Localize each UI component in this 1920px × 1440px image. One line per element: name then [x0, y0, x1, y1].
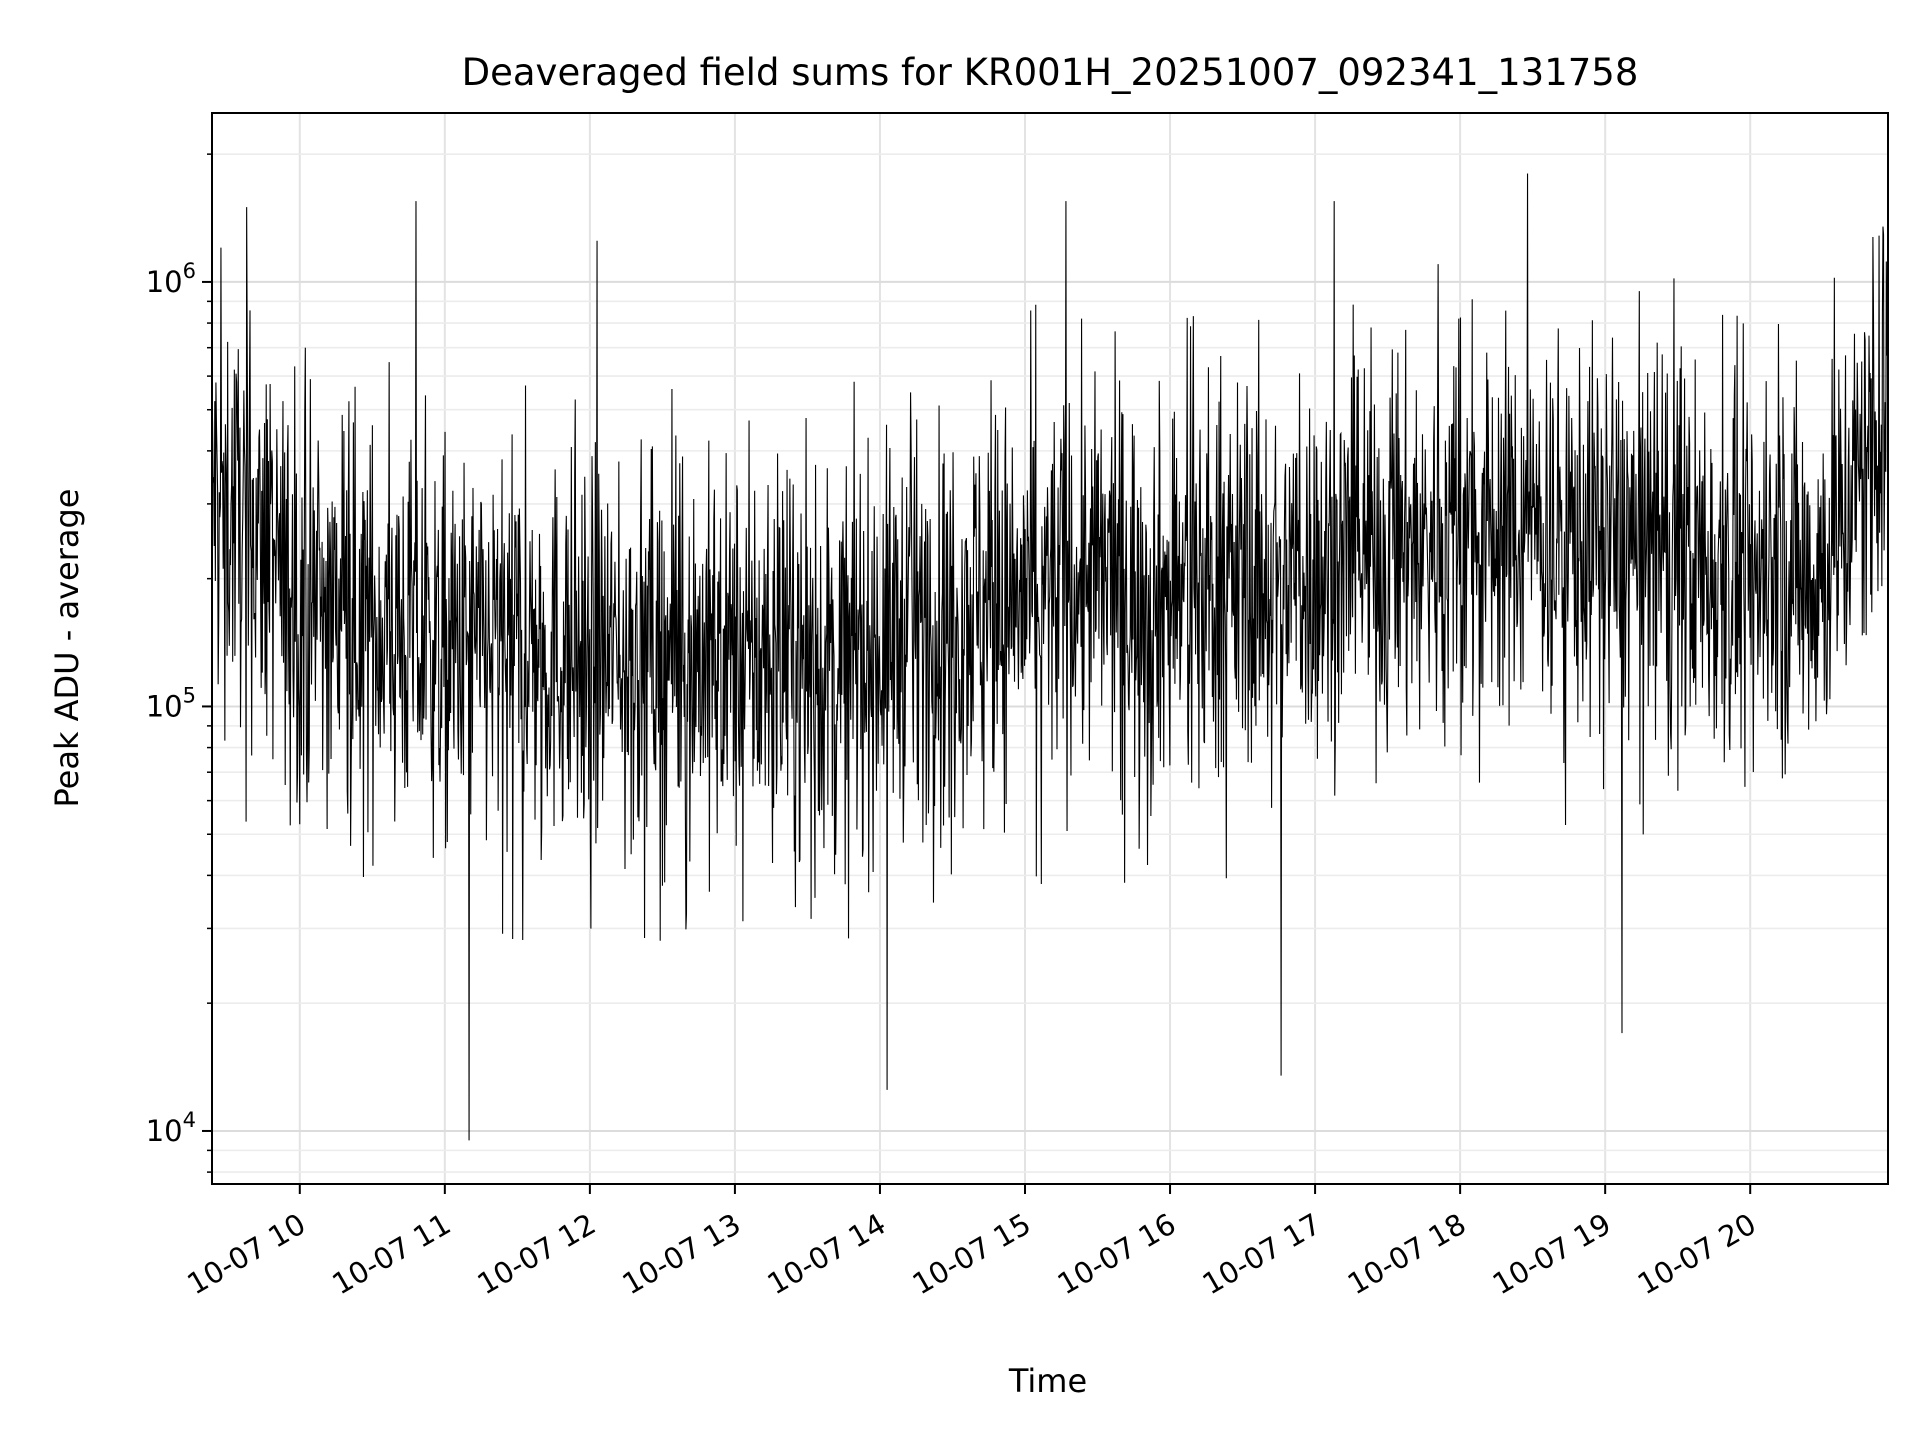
plot-frame: [211, 112, 1889, 1185]
series-path: [211, 173, 1889, 1141]
y-axis: 104 105 106: [146, 153, 212, 1173]
y-tick-label: 106: [146, 259, 196, 299]
y-tick-label: 105: [146, 683, 196, 723]
chart-title: Deaveraged field sums for KR001H_2025100…: [462, 51, 1639, 94]
y-tick-label: 104: [146, 1108, 196, 1148]
x-axis-title: Time: [1008, 1362, 1087, 1400]
y-axis-title: Peak ADU - average: [48, 489, 86, 808]
series-line: [211, 173, 1889, 1141]
